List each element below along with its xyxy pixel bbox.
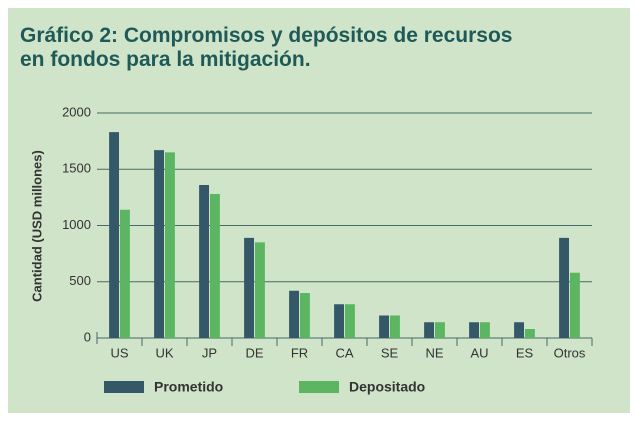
bar (254, 242, 265, 338)
bar (569, 272, 580, 338)
x-tick-label: SE (381, 345, 399, 360)
bar (199, 185, 210, 338)
bar (559, 237, 570, 338)
bar (334, 304, 345, 338)
bar (524, 329, 535, 338)
chart-title: Gráfico 2: Compromisos y depósitos de re… (20, 24, 512, 47)
bar (164, 152, 175, 338)
bar (469, 322, 480, 338)
y-tick-label: 1500 (62, 161, 91, 176)
bar (379, 315, 390, 338)
x-tick-label: ES (516, 345, 534, 360)
x-tick-label: DE (245, 345, 263, 360)
x-tick-label: US (110, 345, 128, 360)
legend-swatch (299, 381, 339, 393)
bar (299, 293, 310, 338)
bar (514, 322, 525, 338)
bar (209, 194, 220, 338)
bar (154, 150, 165, 338)
x-tick-label: JP (202, 345, 217, 360)
y-tick-label: 2000 (62, 104, 91, 119)
bar (244, 237, 255, 338)
y-tick-label: 1000 (62, 217, 91, 232)
bar (289, 290, 300, 338)
y-tick-label: 0 (84, 329, 91, 344)
bar (344, 304, 355, 338)
x-tick-label: CA (335, 345, 353, 360)
bar (424, 322, 435, 338)
x-tick-label: AU (470, 345, 488, 360)
bar (119, 209, 130, 338)
bar (109, 132, 120, 338)
bar (434, 322, 445, 338)
bar (389, 315, 400, 338)
legend-label: Depositado (349, 379, 425, 395)
y-axis-label: Cantidad (USD millones) (29, 150, 44, 302)
legend-label: Prometido (154, 379, 223, 395)
x-tick-label: UK (155, 345, 173, 360)
x-tick-label: Otros (554, 345, 586, 360)
chart-title: en fondos para la mitigación. (20, 48, 311, 71)
bar (479, 322, 490, 338)
x-tick-label: NE (425, 345, 443, 360)
y-tick-label: 500 (69, 273, 91, 288)
legend-swatch (104, 381, 144, 393)
x-tick-label: FR (291, 345, 308, 360)
